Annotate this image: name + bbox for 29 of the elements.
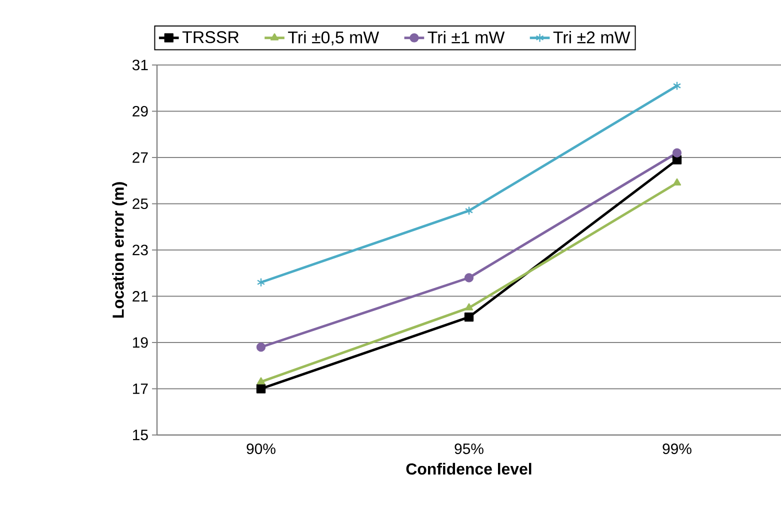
point (256, 377, 266, 384)
y-tick-label: 23 (132, 244, 148, 256)
y-axis-title: Location error (m) (112, 182, 128, 318)
point (464, 312, 474, 322)
point (672, 178, 682, 186)
point (256, 278, 266, 287)
point (672, 148, 682, 158)
x-tick-label: 99% (662, 444, 692, 454)
y-tick-label: 27 (132, 152, 148, 163)
y-tick-label: 21 (132, 291, 148, 302)
legend-label: TRSSR (182, 31, 239, 44)
x-tick-label: 90% (246, 444, 276, 454)
point (256, 342, 266, 352)
y-tick-label: 19 (133, 337, 148, 348)
point (256, 384, 266, 394)
y-tick-label: 31 (132, 60, 148, 70)
y-tick-label: 29 (132, 106, 148, 117)
y-tick-label: 25 (132, 198, 148, 210)
legend-label: Tri ±2 mW (553, 30, 630, 44)
x-axis-title: Confidence level (406, 462, 532, 475)
y-tick-label: 15 (133, 430, 148, 440)
legend-label: Tri ±0,5 mW (288, 30, 380, 46)
y-tick-label: 17 (133, 384, 148, 394)
point (672, 81, 682, 90)
x-tick-label: 95% (454, 444, 484, 454)
point (464, 206, 474, 216)
point (464, 303, 474, 310)
point (464, 273, 474, 282)
legend-label: Tri ±1 mW (428, 30, 505, 44)
